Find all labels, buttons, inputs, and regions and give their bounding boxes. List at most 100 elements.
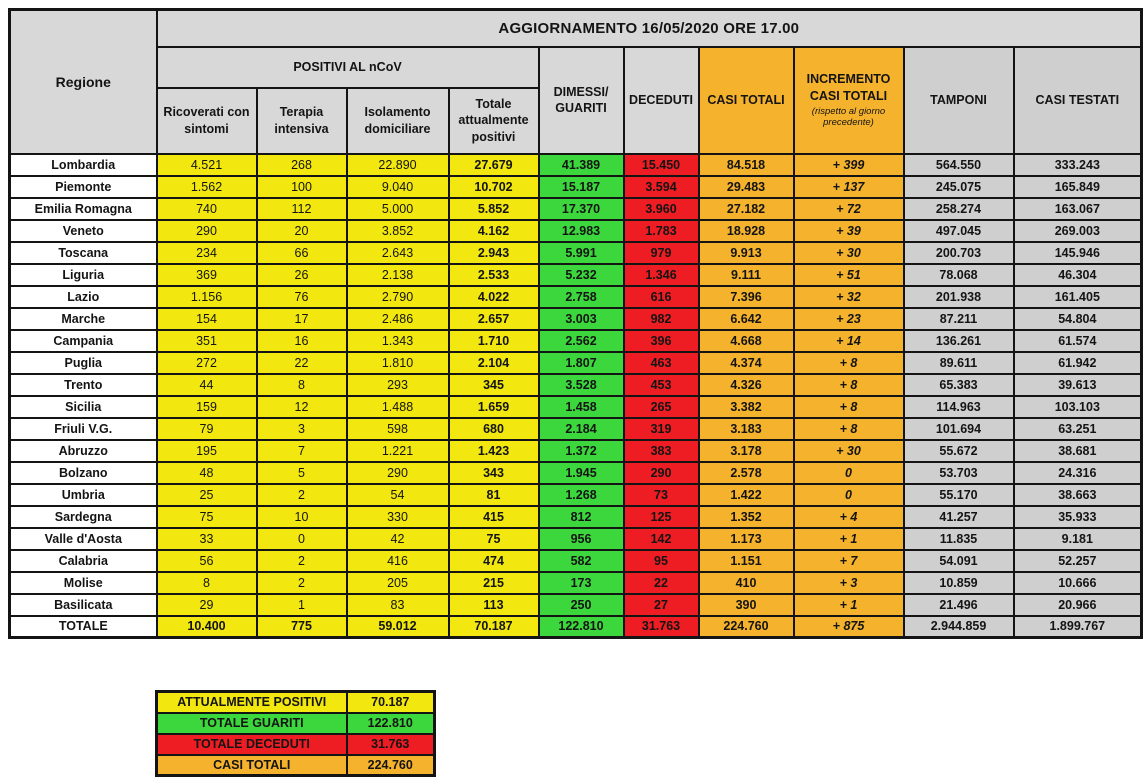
cell-ricoverati: 79 [155, 416, 258, 441]
cell-casi-totali: 29.483 [697, 174, 795, 199]
cell-terapia-intensiva: 16 [255, 328, 348, 353]
cell-regione: TOTALE [8, 614, 158, 639]
cell-casi-totali: 6.642 [697, 306, 795, 331]
cell-ricoverati: 44 [155, 372, 258, 397]
table-row: Valle d'Aosta 33 0 42 75 956 142 1.173 + 1 11.835… [8, 526, 1143, 551]
cell-incremento: + 51 [792, 262, 905, 287]
table-row: Bolzano 48 5 290 343 1.945 290 2.578 0 53.703 24.3… [8, 460, 1143, 485]
cell-deceduti: 73 [622, 482, 700, 507]
cell-totale-positivi: 75 [447, 526, 540, 551]
header-deceduti: DECEDUTI [622, 45, 700, 155]
cell-totale-positivi: 2.657 [447, 306, 540, 331]
table-row: Trento 44 8 293 345 3.528 453 4.326 + 8 65.383 39.… [8, 372, 1143, 397]
cell-isolamento: 59.012 [345, 614, 450, 639]
cell-tamponi: 136.261 [902, 328, 1015, 353]
cell-regione: Sardegna [8, 504, 158, 529]
cell-dimessi-guariti: 812 [537, 504, 625, 529]
header-regione: Regione [8, 8, 158, 155]
summary-value: 122.810 [345, 711, 436, 735]
cell-terapia-intensiva: 775 [255, 614, 348, 639]
regions-tbody: Lombardia 4.521 268 22.890 27.679 41.389 15.45… [8, 152, 1143, 639]
cell-casi-testati: 1.899.767 [1012, 614, 1143, 639]
cell-deceduti: 463 [622, 350, 700, 375]
cell-isolamento: 1.221 [345, 438, 450, 463]
cell-incremento: + 3 [792, 570, 905, 595]
cell-regione: Liguria [8, 262, 158, 287]
cell-dimessi-guariti: 17.370 [537, 196, 625, 221]
cell-isolamento: 42 [345, 526, 450, 551]
cell-totale-positivi: 415 [447, 504, 540, 529]
cell-incremento: 0 [792, 482, 905, 507]
cell-ricoverati: 1.562 [155, 174, 258, 199]
cell-isolamento: 54 [345, 482, 450, 507]
header-terapia-intensiva: Terapia intensiva [255, 86, 348, 155]
cell-tamponi: 258.274 [902, 196, 1015, 221]
cell-regione: Piemonte [8, 174, 158, 199]
summary-label: TOTALE DECEDUTI [155, 732, 348, 756]
cell-totale-positivi: 343 [447, 460, 540, 485]
cell-incremento: + 39 [792, 218, 905, 243]
cell-casi-testati: 145.946 [1012, 240, 1143, 265]
cell-deceduti: 1.346 [622, 262, 700, 287]
cell-dimessi-guariti: 5.991 [537, 240, 625, 265]
cell-casi-testati: 63.251 [1012, 416, 1143, 441]
cell-terapia-intensiva: 5 [255, 460, 348, 485]
cell-deceduti: 15.450 [622, 152, 700, 177]
cell-tamponi: 497.045 [902, 218, 1015, 243]
cell-incremento: + 875 [792, 614, 905, 639]
cell-incremento: + 72 [792, 196, 905, 221]
summary-row: TOTALE DECEDUTI 31.763 [155, 732, 436, 756]
cell-terapia-intensiva: 1 [255, 592, 348, 617]
cell-ricoverati: 351 [155, 328, 258, 353]
cell-incremento: + 30 [792, 438, 905, 463]
cell-isolamento: 3.852 [345, 218, 450, 243]
cell-terapia-intensiva: 8 [255, 372, 348, 397]
cell-isolamento: 205 [345, 570, 450, 595]
cell-isolamento: 9.040 [345, 174, 450, 199]
cell-incremento: + 14 [792, 328, 905, 353]
cell-regione: Marche [8, 306, 158, 331]
cell-regione: Abruzzo [8, 438, 158, 463]
cell-isolamento: 5.000 [345, 196, 450, 221]
cell-dimessi-guariti: 41.389 [537, 152, 625, 177]
cell-incremento: + 1 [792, 592, 905, 617]
cell-incremento: + 137 [792, 174, 905, 199]
summary-table: ATTUALMENTE POSITIVI 70.187 TOTALE GUARITI… [155, 690, 436, 777]
cell-dimessi-guariti: 12.983 [537, 218, 625, 243]
cell-tamponi: 21.496 [902, 592, 1015, 617]
cell-terapia-intensiva: 22 [255, 350, 348, 375]
summary-label: CASI TOTALI [155, 753, 348, 777]
cell-incremento: + 8 [792, 350, 905, 375]
header-ricoverati: Ricoverati con sintomi [155, 86, 258, 155]
table-row: Friuli V.G. 79 3 598 680 2.184 319 3.183 + 8 101.… [8, 416, 1143, 441]
cell-casi-testati: 9.181 [1012, 526, 1143, 551]
cell-deceduti: 265 [622, 394, 700, 419]
cell-casi-testati: 333.243 [1012, 152, 1143, 177]
cell-ricoverati: 159 [155, 394, 258, 419]
cell-casi-totali: 3.382 [697, 394, 795, 419]
cell-regione: Friuli V.G. [8, 416, 158, 441]
cell-isolamento: 330 [345, 504, 450, 529]
cell-dimessi-guariti: 15.187 [537, 174, 625, 199]
cell-dimessi-guariti: 1.807 [537, 350, 625, 375]
cell-totale-positivi: 5.852 [447, 196, 540, 221]
table-row: Sicilia 159 12 1.488 1.659 1.458 265 3.382 + 8 11… [8, 394, 1143, 419]
cell-deceduti: 3.960 [622, 196, 700, 221]
cell-casi-testati: 35.933 [1012, 504, 1143, 529]
cell-terapia-intensiva: 2 [255, 570, 348, 595]
cell-incremento: + 7 [792, 548, 905, 573]
cell-casi-totali: 2.578 [697, 460, 795, 485]
cell-terapia-intensiva: 66 [255, 240, 348, 265]
cell-casi-totali: 1.352 [697, 504, 795, 529]
header-incremento-note: (rispetto al giorno precedente) [811, 105, 886, 129]
cell-casi-testati: 52.257 [1012, 548, 1143, 573]
cell-totale-positivi: 81 [447, 482, 540, 507]
cell-terapia-intensiva: 2 [255, 482, 348, 507]
table-row: Piemonte 1.562 100 9.040 10.702 15.187 3.594 29… [8, 174, 1143, 199]
table-row: Liguria 369 26 2.138 2.533 5.232 1.346 9.111 + 5… [8, 262, 1143, 287]
cell-isolamento: 290 [345, 460, 450, 485]
cell-totale-positivi: 2.533 [447, 262, 540, 287]
cell-dimessi-guariti: 1.945 [537, 460, 625, 485]
summary-row: ATTUALMENTE POSITIVI 70.187 [155, 690, 436, 714]
cell-totale-positivi: 1.423 [447, 438, 540, 463]
